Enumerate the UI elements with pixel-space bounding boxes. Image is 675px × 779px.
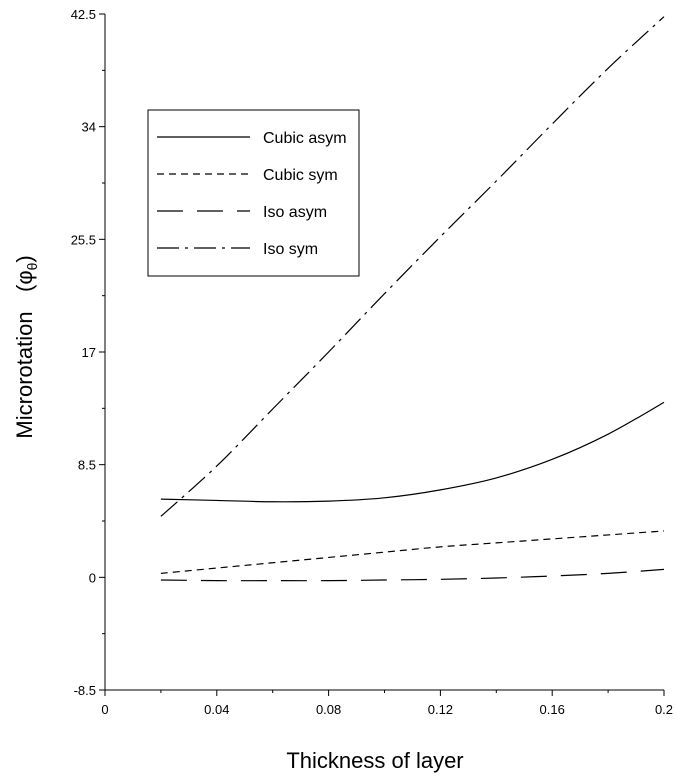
legend-box — [147, 109, 360, 277]
series-layer — [160, 16, 665, 582]
y-tick-label: 25.5 — [71, 232, 96, 247]
series-line-2 — [160, 530, 665, 574]
legend-label-2: Cubic sym — [263, 167, 338, 184]
y-tick-label: 17 — [82, 345, 96, 360]
y-axis-title: Microrotation — [12, 311, 37, 438]
y-tick-label: 34 — [82, 120, 96, 135]
y-tick-label: 8.5 — [78, 458, 96, 473]
y-axis-phi: φ — [12, 270, 37, 284]
y-tick-label: -8.5 — [74, 683, 96, 698]
x-tick-label: 0 — [101, 702, 108, 717]
y-tick-label: 42.5 — [71, 7, 96, 22]
series-line-3 — [160, 568, 665, 582]
series-line-1 — [160, 401, 665, 503]
ticks: -8.5 0 8.5 17 25.5 34 42.5 0 0.04 0.08 0.12 0.16 0.2 — [71, 7, 673, 717]
y-axis-theta-subscript: θ — [24, 262, 40, 270]
y-tick-label: 0 — [89, 570, 96, 585]
x-tick-label: 0.04 — [204, 702, 229, 717]
y-axis-title-group: Microrotation (φθ) — [12, 255, 40, 438]
legend-label-3: Iso asym — [263, 204, 327, 221]
legend-label-1: Cubic asym — [263, 130, 347, 147]
x-axis-title: Thickness of layer — [286, 748, 463, 773]
y-axis-title-symbol: (φθ) — [12, 255, 40, 292]
legend-label-4: Iso sym — [263, 241, 318, 258]
x-tick-label: 0.12 — [428, 702, 453, 717]
legend: Cubic asym Cubic sym Iso asym Iso sym — [147, 109, 360, 277]
series-line-4 — [160, 16, 665, 517]
x-tick-label: 0.2 — [655, 702, 673, 717]
x-tick-label: 0.08 — [316, 702, 341, 717]
x-tick-label: 0.16 — [540, 702, 565, 717]
